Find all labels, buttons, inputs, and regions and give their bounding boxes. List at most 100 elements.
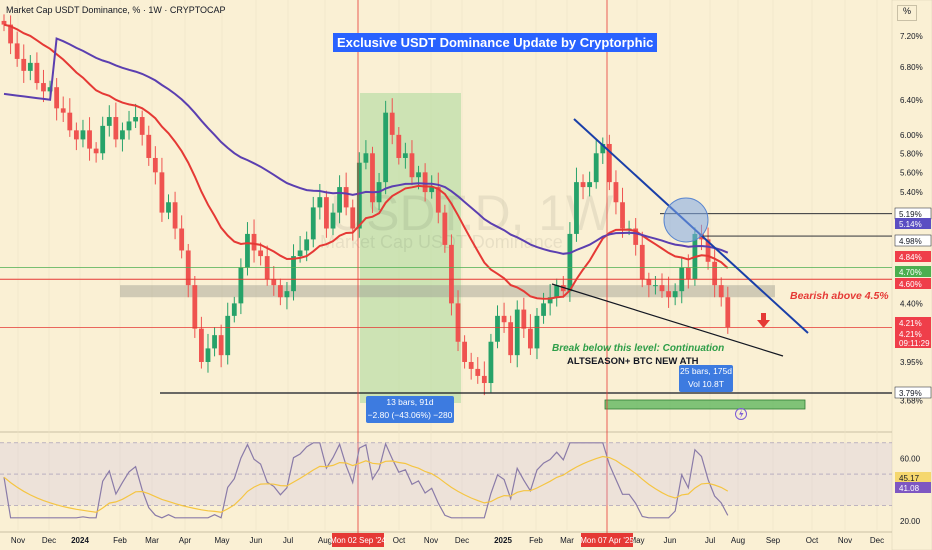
price-label: 4.98% <box>899 237 922 246</box>
price-label-bg <box>895 337 931 348</box>
price-label-bg <box>895 218 931 229</box>
measure-box-2: 25 bars, 175d Vol 10.8T <box>679 365 733 392</box>
candle-body <box>172 202 178 229</box>
candle-body <box>93 148 99 154</box>
time-tick-label: Aug <box>731 536 745 545</box>
drawdown-zone <box>360 93 461 403</box>
candle-body <box>324 197 329 229</box>
candle-body <box>646 279 652 286</box>
candle-body <box>508 322 514 356</box>
candle-body <box>449 244 454 304</box>
price-tick-label: 6.00% <box>900 131 923 140</box>
candle-body <box>600 143 606 154</box>
candle-body <box>245 233 250 268</box>
candle-body <box>718 285 724 298</box>
price-label-bg <box>895 328 931 339</box>
candle-body <box>34 62 40 84</box>
time-tick-label: Jul <box>283 536 293 545</box>
candle-body <box>60 108 66 113</box>
candle-body <box>166 202 171 213</box>
price-label: 4.21% <box>899 330 922 339</box>
unit-toggle-button[interactable]: % <box>897 5 917 21</box>
candle-body <box>317 197 323 208</box>
candle-body <box>87 130 92 149</box>
candle-body <box>291 256 296 292</box>
candle-body <box>8 24 13 44</box>
rsi-ma-line <box>3 455 729 513</box>
measure-1-bars: 13 bars, 91d <box>386 397 434 407</box>
lower-trendline <box>551 283 784 357</box>
candle-body <box>192 285 198 329</box>
candle-body <box>146 134 152 158</box>
candle-body <box>481 375 487 384</box>
rsi-label-bg <box>895 472 931 483</box>
candle-body <box>113 117 119 140</box>
candle-body <box>455 303 461 342</box>
candle-body <box>120 130 125 140</box>
candle-body <box>725 297 731 328</box>
candle-body <box>547 297 553 304</box>
candle-body <box>685 267 691 280</box>
price-label: 5.19% <box>899 210 922 219</box>
price-label: 4.60% <box>899 280 922 289</box>
measure-1-change: −2.80 (−43.06%) −280 <box>367 410 453 420</box>
time-tick-label: May <box>629 536 644 545</box>
lightning-icon <box>735 408 747 420</box>
candle-body <box>475 368 481 376</box>
candle-body <box>659 285 665 292</box>
time-marker-bg <box>581 533 633 547</box>
candle-body <box>80 130 86 140</box>
candle-body <box>238 267 244 304</box>
price-label-bg <box>895 278 931 289</box>
candle-body <box>712 261 718 286</box>
time-marker-label: Mon 02 Sep '24 <box>330 536 386 545</box>
time-tick-label: Mar <box>145 536 159 545</box>
candle-body <box>574 182 579 234</box>
candle-body <box>350 207 356 229</box>
candle-body <box>297 250 303 257</box>
candle-body <box>337 187 342 213</box>
time-tick-label: Mar <box>560 536 574 545</box>
time-tick-label: Nov <box>838 536 852 545</box>
price-label: 4.21% <box>899 319 922 328</box>
candle-body <box>468 361 474 369</box>
time-tick-label: Dec <box>455 536 469 545</box>
candle-body <box>14 43 20 59</box>
candle-body <box>495 315 500 342</box>
candle-body <box>402 153 408 158</box>
candle-body <box>225 315 231 356</box>
candle-body <box>73 130 79 140</box>
candle-body <box>218 335 224 356</box>
candle-body <box>409 153 415 178</box>
time-tick-label: Sep <box>766 536 781 545</box>
candle-body <box>567 233 573 292</box>
candle-body <box>587 182 593 188</box>
candle-body <box>514 309 520 356</box>
candle-body <box>429 187 435 193</box>
candle-body <box>67 112 73 131</box>
candle-body <box>383 112 389 183</box>
price-tick-label: 5.80% <box>900 149 923 158</box>
time-tick-label: Feb <box>113 536 127 545</box>
price-label: 4.70% <box>899 268 922 277</box>
candle-body <box>593 153 599 183</box>
candle-body <box>304 239 310 251</box>
candle-body <box>27 62 33 71</box>
price-label: 09:11:29 <box>899 339 930 348</box>
time-tick-label: Feb <box>529 536 543 545</box>
price-label: 5.14% <box>899 220 922 229</box>
candle-body <box>310 207 316 240</box>
measure-box-1: 13 bars, 91d −2.80 (−43.06%) −280 <box>366 396 454 423</box>
candle-body <box>521 309 527 329</box>
price-label-bg <box>895 317 931 328</box>
candle-body <box>653 285 658 287</box>
time-tick-label: Jul <box>705 536 715 545</box>
candle-body <box>199 328 204 362</box>
time-tick-label: 2024 <box>71 536 89 545</box>
time-tick-label: Jun <box>664 536 677 545</box>
price-label-bg <box>894 386 932 399</box>
candle-body <box>212 335 217 349</box>
candle-body <box>580 182 586 188</box>
candle-body <box>139 117 145 135</box>
